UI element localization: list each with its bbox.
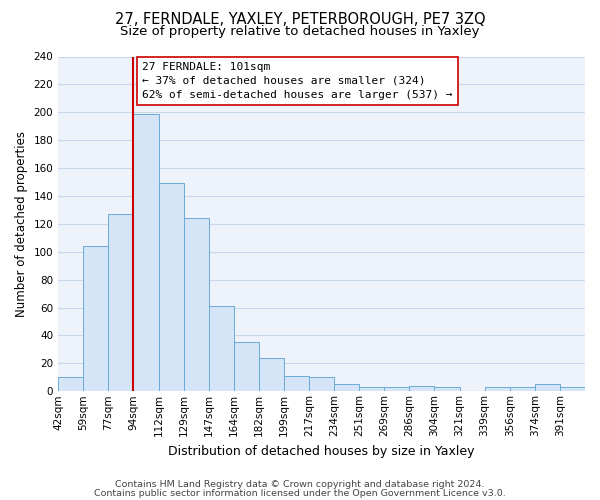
Bar <box>409 386 434 392</box>
Bar <box>83 246 109 392</box>
Bar <box>359 387 385 392</box>
Bar <box>234 342 259 392</box>
Bar <box>334 384 359 392</box>
Bar <box>209 306 234 392</box>
Text: Size of property relative to detached houses in Yaxley: Size of property relative to detached ho… <box>120 25 480 38</box>
Bar <box>109 214 133 392</box>
Text: Contains HM Land Registry data © Crown copyright and database right 2024.: Contains HM Land Registry data © Crown c… <box>115 480 485 489</box>
Bar <box>535 384 560 392</box>
Y-axis label: Number of detached properties: Number of detached properties <box>15 131 28 317</box>
Bar <box>184 218 209 392</box>
Bar <box>259 358 284 392</box>
Bar <box>58 378 83 392</box>
Bar <box>434 387 460 392</box>
Bar <box>158 184 184 392</box>
Bar <box>385 387 409 392</box>
Bar <box>510 387 535 392</box>
X-axis label: Distribution of detached houses by size in Yaxley: Distribution of detached houses by size … <box>169 444 475 458</box>
Text: 27 FERNDALE: 101sqm
← 37% of detached houses are smaller (324)
62% of semi-detac: 27 FERNDALE: 101sqm ← 37% of detached ho… <box>142 62 453 100</box>
Bar <box>133 114 158 392</box>
Bar <box>485 387 510 392</box>
Bar <box>284 376 309 392</box>
Text: Contains public sector information licensed under the Open Government Licence v3: Contains public sector information licen… <box>94 488 506 498</box>
Bar <box>560 387 585 392</box>
Bar <box>309 378 334 392</box>
Text: 27, FERNDALE, YAXLEY, PETERBOROUGH, PE7 3ZQ: 27, FERNDALE, YAXLEY, PETERBOROUGH, PE7 … <box>115 12 485 28</box>
